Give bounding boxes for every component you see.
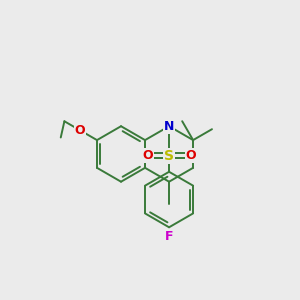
Text: O: O: [74, 124, 85, 137]
Text: O: O: [142, 149, 153, 162]
Text: O: O: [186, 149, 196, 162]
Text: N: N: [164, 120, 174, 133]
Text: F: F: [165, 230, 173, 243]
Text: S: S: [164, 149, 174, 163]
